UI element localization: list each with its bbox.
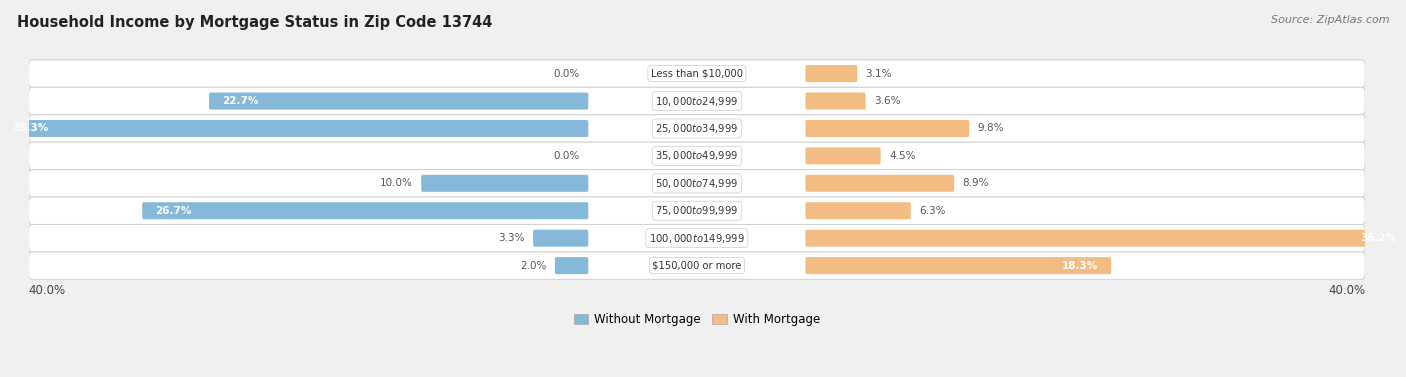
Text: 3.6%: 3.6% bbox=[875, 96, 900, 106]
Text: Source: ZipAtlas.com: Source: ZipAtlas.com bbox=[1271, 15, 1389, 25]
FancyBboxPatch shape bbox=[806, 147, 880, 164]
FancyBboxPatch shape bbox=[28, 115, 1365, 142]
FancyBboxPatch shape bbox=[28, 170, 1365, 197]
Text: Less than $10,000: Less than $10,000 bbox=[651, 69, 742, 79]
FancyBboxPatch shape bbox=[806, 230, 1406, 247]
Text: 18.3%: 18.3% bbox=[1062, 261, 1098, 271]
FancyBboxPatch shape bbox=[0, 120, 588, 137]
FancyBboxPatch shape bbox=[28, 142, 1365, 170]
Text: 9.8%: 9.8% bbox=[977, 124, 1004, 133]
Text: $25,000 to $34,999: $25,000 to $34,999 bbox=[655, 122, 738, 135]
Text: 36.2%: 36.2% bbox=[1361, 233, 1398, 243]
Text: 4.5%: 4.5% bbox=[889, 151, 915, 161]
Text: 40.0%: 40.0% bbox=[1329, 284, 1365, 297]
FancyBboxPatch shape bbox=[422, 175, 588, 192]
FancyBboxPatch shape bbox=[28, 87, 1365, 115]
Text: 35.3%: 35.3% bbox=[11, 124, 48, 133]
Text: 6.3%: 6.3% bbox=[920, 206, 946, 216]
FancyBboxPatch shape bbox=[28, 60, 1365, 87]
FancyBboxPatch shape bbox=[806, 65, 858, 82]
FancyBboxPatch shape bbox=[28, 197, 1365, 224]
FancyBboxPatch shape bbox=[806, 92, 866, 110]
FancyBboxPatch shape bbox=[209, 92, 588, 110]
Legend: Without Mortgage, With Mortgage: Without Mortgage, With Mortgage bbox=[569, 309, 824, 331]
Text: 10.0%: 10.0% bbox=[380, 178, 413, 188]
Text: 0.0%: 0.0% bbox=[554, 69, 579, 79]
Text: 22.7%: 22.7% bbox=[222, 96, 259, 106]
FancyBboxPatch shape bbox=[28, 252, 1365, 279]
Text: 0.0%: 0.0% bbox=[554, 151, 579, 161]
FancyBboxPatch shape bbox=[533, 230, 588, 247]
Text: $100,000 to $149,999: $100,000 to $149,999 bbox=[650, 232, 745, 245]
FancyBboxPatch shape bbox=[806, 202, 911, 219]
FancyBboxPatch shape bbox=[806, 120, 969, 137]
Text: $150,000 or more: $150,000 or more bbox=[652, 261, 741, 271]
FancyBboxPatch shape bbox=[806, 175, 955, 192]
Text: 40.0%: 40.0% bbox=[28, 284, 66, 297]
Text: $75,000 to $99,999: $75,000 to $99,999 bbox=[655, 204, 738, 217]
Text: Household Income by Mortgage Status in Zip Code 13744: Household Income by Mortgage Status in Z… bbox=[17, 15, 492, 30]
Text: 2.0%: 2.0% bbox=[520, 261, 547, 271]
FancyBboxPatch shape bbox=[555, 257, 588, 274]
FancyBboxPatch shape bbox=[806, 257, 1111, 274]
FancyBboxPatch shape bbox=[28, 224, 1365, 252]
Text: 3.3%: 3.3% bbox=[498, 233, 524, 243]
Text: $35,000 to $49,999: $35,000 to $49,999 bbox=[655, 149, 738, 162]
Text: $50,000 to $74,999: $50,000 to $74,999 bbox=[655, 177, 738, 190]
Text: $10,000 to $24,999: $10,000 to $24,999 bbox=[655, 95, 738, 107]
Text: 26.7%: 26.7% bbox=[156, 206, 193, 216]
Text: 3.1%: 3.1% bbox=[866, 69, 891, 79]
FancyBboxPatch shape bbox=[142, 202, 588, 219]
Text: 8.9%: 8.9% bbox=[963, 178, 988, 188]
